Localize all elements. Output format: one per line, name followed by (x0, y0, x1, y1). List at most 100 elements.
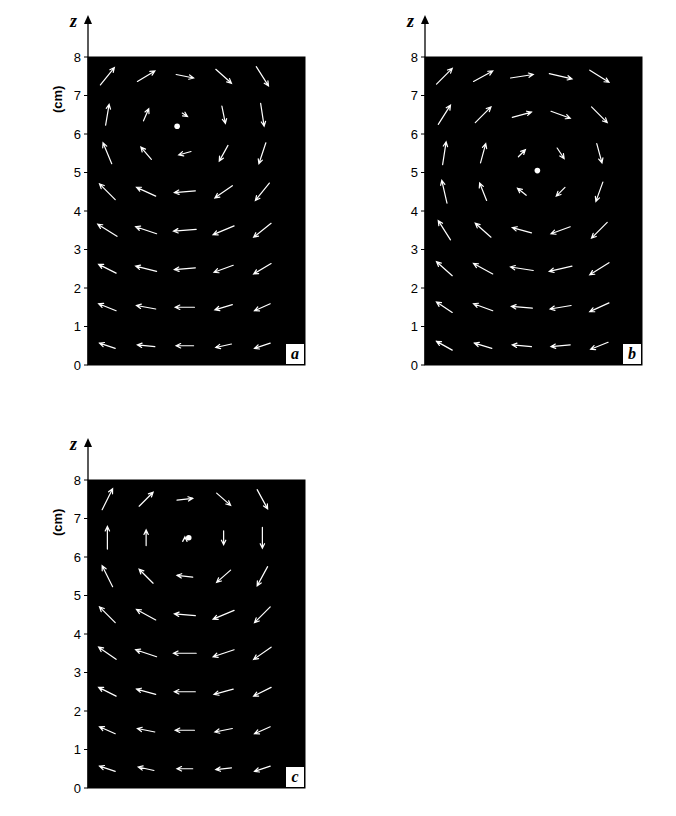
tick-mark (84, 788, 88, 789)
velocity-vector (512, 343, 531, 347)
axis-unit: (cm) (50, 509, 65, 536)
tick-mark (84, 95, 88, 96)
velocity-vector (254, 687, 271, 696)
tick-mark (84, 480, 88, 481)
velocity-vector (255, 766, 271, 772)
velocity-vector (443, 142, 448, 165)
velocity-vector (214, 265, 233, 272)
velocity-vector (479, 183, 486, 200)
tick-mark (84, 134, 88, 135)
velocity-vector (137, 187, 156, 196)
velocity-vector (174, 190, 195, 194)
axis-arrow (421, 15, 429, 24)
plot-frame (425, 57, 642, 365)
velocity-vector (551, 344, 570, 348)
axis-title: z (406, 11, 414, 31)
velocity-vector (99, 687, 116, 696)
velocity-vector (141, 147, 151, 159)
tick-mark (421, 288, 425, 289)
vector-field (99, 489, 271, 772)
plot-frame (88, 57, 305, 365)
velocity-vector (137, 688, 156, 694)
panel-letter: b (628, 345, 636, 362)
tick-mark (421, 326, 425, 327)
tick-label: 2 (74, 704, 81, 719)
tick-label: 5 (74, 165, 81, 180)
tick-label: 3 (74, 665, 81, 680)
tick-label: 0 (74, 358, 81, 373)
velocity-vector (512, 111, 531, 117)
velocity-vector (177, 574, 193, 578)
velocity-vector (137, 610, 156, 620)
velocity-vector (438, 105, 450, 124)
velocity-vector (254, 264, 271, 274)
velocity-vector (138, 766, 154, 771)
tick-label: 2 (74, 281, 81, 296)
velocity-vector (105, 526, 109, 549)
velocity-vector (217, 570, 231, 582)
velocity-vector (256, 67, 268, 86)
axis-line (424, 17, 425, 365)
velocity-vector (437, 68, 453, 84)
velocity-vector (219, 145, 228, 161)
velocity-vector (139, 569, 153, 583)
vortex-center (174, 124, 180, 130)
tick-mark (84, 288, 88, 289)
velocity-vector (215, 305, 232, 311)
tick-mark (84, 211, 88, 212)
velocity-vector (549, 266, 572, 272)
velocity-vector (475, 107, 491, 123)
velocity-vector (595, 182, 602, 201)
velocity-vector (214, 689, 233, 695)
velocity-vector (174, 612, 195, 616)
velocity-vector (255, 343, 271, 349)
velocity-vector (518, 188, 527, 195)
tick-mark (421, 249, 425, 250)
velocity-vector (137, 71, 154, 81)
velocity-vector (215, 186, 232, 198)
tick-mark (84, 57, 88, 58)
velocity-vector (216, 344, 232, 349)
tick-label: 1 (74, 319, 81, 334)
velocity-vector (474, 303, 493, 310)
vortex-center (535, 168, 541, 174)
velocity-vector (175, 728, 194, 732)
figure: 012345678z(cm)a012345678zb012345678z(cm)… (0, 0, 676, 816)
tick-mark (84, 172, 88, 173)
velocity-vector (215, 729, 232, 734)
tick-mark (421, 134, 425, 135)
velocity-vector (182, 112, 187, 116)
velocity-vector (557, 148, 564, 158)
velocity-vector (511, 305, 532, 309)
velocity-vector (213, 226, 234, 235)
tick-label: 5 (411, 165, 418, 180)
velocity-vector (217, 493, 231, 505)
velocity-vector (174, 651, 197, 655)
tick-label: 0 (411, 358, 418, 373)
axis-line (87, 17, 88, 365)
velocity-vector (174, 690, 195, 694)
tick-label: 1 (411, 319, 418, 334)
velocity-vector (139, 492, 153, 506)
velocity-vector (254, 647, 271, 659)
plot-frame (88, 480, 305, 788)
panel-letter: a (291, 345, 299, 362)
velocity-vector (260, 527, 264, 548)
velocity-vector (213, 650, 234, 658)
velocity-vector (590, 70, 609, 82)
velocity-vector (511, 266, 534, 271)
velocity-vector (550, 306, 571, 311)
velocity-vector (511, 73, 534, 78)
velocity-vector (437, 262, 453, 276)
tick-label: 6 (411, 127, 418, 142)
velocity-vector (551, 111, 570, 118)
velocity-vector (549, 74, 572, 80)
velocity-vector (216, 69, 232, 83)
velocity-vector (177, 497, 193, 501)
velocity-vector (475, 223, 491, 237)
velocity-vector (136, 265, 157, 271)
tick-label: 6 (74, 550, 81, 565)
velocity-vector (556, 187, 565, 196)
vector-field (437, 68, 609, 350)
tick-label: 2 (411, 281, 418, 296)
